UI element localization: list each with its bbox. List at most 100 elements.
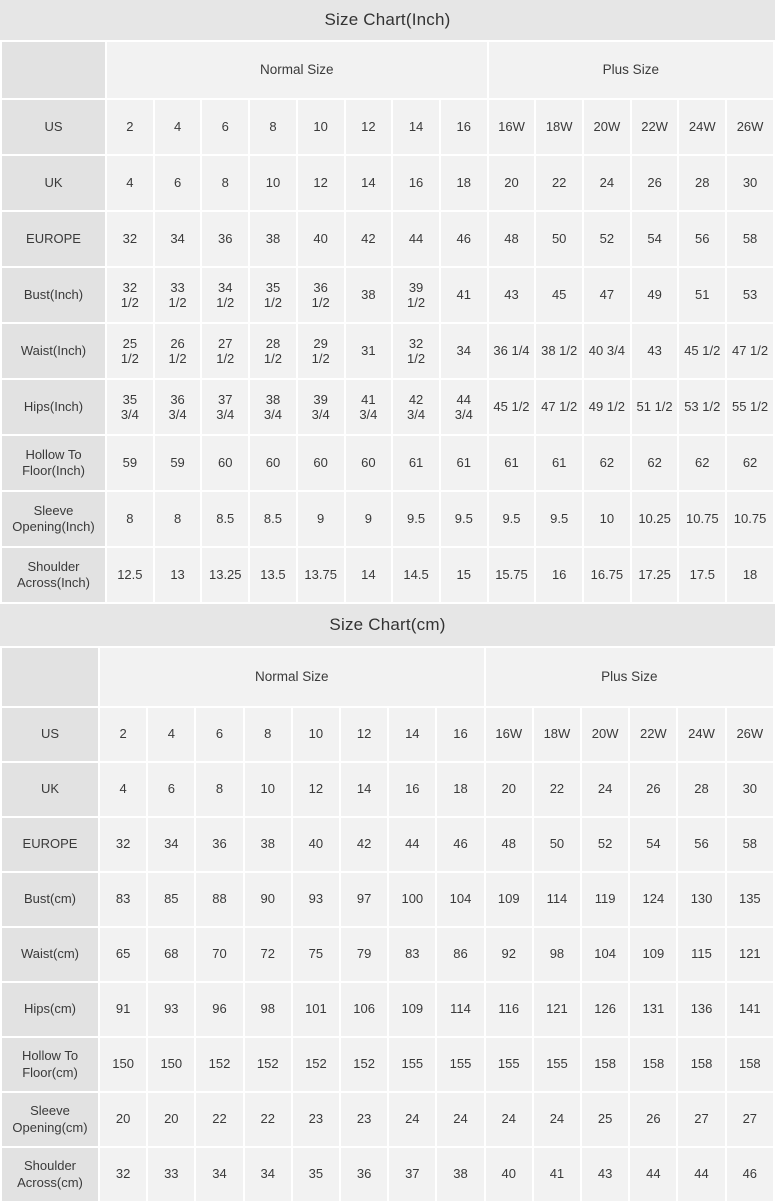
size-cell: 54: [631, 212, 678, 266]
size-cell: 150: [100, 1038, 147, 1091]
size-cell: 22W: [630, 708, 677, 761]
row-label: UK: [2, 763, 98, 816]
row-label: US: [2, 100, 105, 154]
size-cell: 59: [107, 436, 153, 490]
size-cell: 44: [678, 1148, 725, 1201]
size-cell: 135: [726, 873, 773, 926]
size-cell: 12: [292, 763, 340, 816]
size-cell: 18W: [533, 708, 581, 761]
size-cell: 60: [345, 436, 392, 490]
size-cell: 53 1/2: [679, 380, 726, 434]
size-cell: 65: [100, 928, 147, 981]
size-cell: 20: [148, 1093, 195, 1146]
size-cell: 12: [341, 708, 388, 761]
row-label: Waist(Inch): [2, 324, 105, 378]
size-cell: 41 3/4: [345, 380, 392, 434]
size-cell: 51 1/2: [631, 380, 678, 434]
size-cell: 53: [727, 268, 773, 322]
row-label: Bust(cm): [2, 873, 98, 926]
size-cell: 116: [485, 983, 532, 1036]
size-cell: 22: [536, 156, 583, 210]
size-cell: 38 1/2: [536, 324, 583, 378]
size-cell: 29 1/2: [297, 324, 344, 378]
size-cell: 33: [148, 1148, 195, 1201]
size-cell: 42: [341, 818, 388, 871]
size-cell: 35: [292, 1148, 340, 1201]
size-cell: 38 3/4: [250, 380, 296, 434]
size-cell: 14.5: [393, 548, 439, 602]
size-cell: 114: [437, 983, 484, 1036]
size-cell: 130: [678, 873, 725, 926]
group-header-normal-size: Normal Size: [107, 42, 487, 98]
size-cell: 62: [584, 436, 630, 490]
size-cell: 26: [630, 1093, 677, 1146]
size-cell: 17.5: [679, 548, 726, 602]
size-cell: 36 1/2: [297, 268, 344, 322]
size-cell: 9.5: [536, 492, 583, 546]
size-cell: 10.25: [631, 492, 678, 546]
row-label: Shoulder Across(Inch): [2, 548, 105, 602]
size-cell: 93: [148, 983, 195, 1036]
size-cell: 68: [148, 928, 195, 981]
size-row: US 2 4 6 8 10 12 14 16 16W 18W 20W 22W 24W 26W: [2, 708, 773, 761]
chart-title-inch: Size Chart(Inch): [0, 0, 775, 40]
size-cell: 20: [488, 156, 535, 210]
size-cell: 44: [630, 1148, 677, 1201]
size-cell: 36: [196, 818, 243, 871]
size-cell: 56: [679, 212, 726, 266]
size-cell: 17.25: [631, 548, 678, 602]
size-cell: 158: [678, 1038, 725, 1091]
size-cell: 109: [485, 873, 532, 926]
size-cell: 44 3/4: [440, 380, 487, 434]
size-cell: 44: [393, 212, 439, 266]
size-cell: 85: [148, 873, 195, 926]
size-cell: 26 1/2: [154, 324, 201, 378]
size-cell: 14: [341, 763, 388, 816]
size-cell: 35 3/4: [107, 380, 153, 434]
size-cell: 25 1/2: [107, 324, 153, 378]
size-cell: 36 3/4: [154, 380, 201, 434]
size-cell: 61: [488, 436, 535, 490]
size-cell: 155: [389, 1038, 436, 1091]
size-cell: 41: [533, 1148, 581, 1201]
chart-title-cm: Size Chart(cm): [0, 604, 775, 646]
size-cell: 158: [582, 1038, 629, 1091]
size-cell: 24W: [679, 100, 726, 154]
size-cell: 91: [100, 983, 147, 1036]
size-cell: 28 1/2: [250, 324, 296, 378]
size-cell: 92: [485, 928, 532, 981]
size-row: Bust(Inch) 32 1/2 33 1/2 34 1/2 35 1/2 36 1/2 38 39 1…: [2, 268, 773, 322]
size-cell: 46: [437, 818, 484, 871]
size-cell: 141: [726, 983, 773, 1036]
size-cell: 35 1/2: [250, 268, 296, 322]
row-label: Hollow To Floor(cm): [2, 1038, 98, 1091]
size-cell: 45: [536, 268, 583, 322]
size-cell: 39 3/4: [297, 380, 344, 434]
size-cell: 38: [250, 212, 296, 266]
size-cell: 39 1/2: [393, 268, 439, 322]
size-cell: 56: [678, 818, 725, 871]
size-cell: 9: [345, 492, 392, 546]
size-cell: 155: [533, 1038, 581, 1091]
size-cell: 12.5: [107, 548, 153, 602]
size-cell: 2: [107, 100, 153, 154]
size-cell: 36 1/4: [488, 324, 535, 378]
size-cell: 10: [584, 492, 630, 546]
group-header-plus-size: Plus Size: [485, 648, 773, 706]
size-cell: 32: [107, 212, 153, 266]
size-cell: 61: [536, 436, 583, 490]
row-label: Waist(cm): [2, 928, 98, 981]
size-cell: 16: [389, 763, 436, 816]
size-cell: 38: [345, 268, 392, 322]
group-header-plus-size: Plus Size: [488, 42, 773, 98]
size-cell: 8.5: [202, 492, 249, 546]
size-cell: 28: [678, 763, 725, 816]
size-cell: 83: [389, 928, 436, 981]
size-cell: 61: [393, 436, 439, 490]
size-cell: 45 1/2: [679, 324, 726, 378]
size-cell: 43: [582, 1148, 629, 1201]
size-cell: 26W: [727, 100, 773, 154]
size-cell: 26W: [726, 708, 773, 761]
row-label: Shoulder Across(cm): [2, 1148, 98, 1201]
